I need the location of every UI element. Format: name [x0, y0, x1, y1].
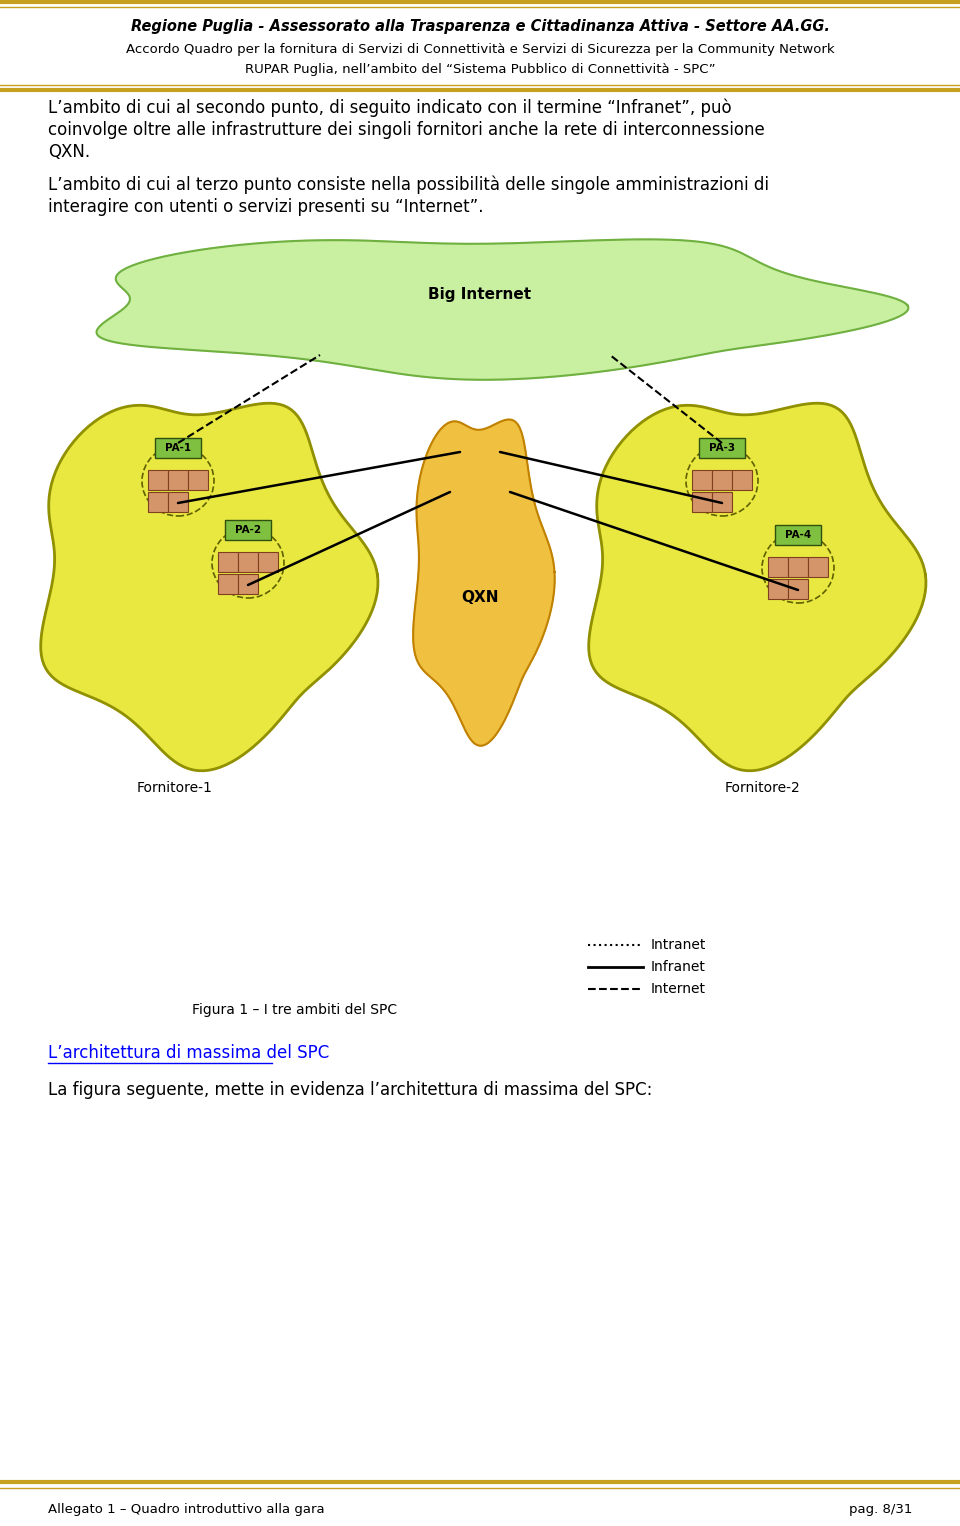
FancyBboxPatch shape [768, 557, 788, 577]
Text: Regione Puglia - Assessorato alla Trasparenza e Cittadinanza Attiva - Settore AA: Regione Puglia - Assessorato alla Traspa… [131, 20, 829, 35]
Text: RUPAR Puglia, nell’ambito del “Sistema Pubblico di Connettività - SPC”: RUPAR Puglia, nell’ambito del “Sistema P… [245, 63, 715, 75]
Text: Figura 1 – I tre ambiti del SPC: Figura 1 – I tre ambiti del SPC [192, 1003, 397, 1016]
FancyBboxPatch shape [808, 557, 828, 577]
FancyBboxPatch shape [775, 525, 821, 545]
Text: Infranet: Infranet [651, 960, 706, 974]
Text: Accordo Quadro per la fornitura di Servizi di Connettività e Servizi di Sicurezz: Accordo Quadro per la fornitura di Servi… [126, 44, 834, 56]
Text: PA-2: PA-2 [235, 525, 261, 536]
Polygon shape [40, 403, 378, 771]
Text: pag. 8/31: pag. 8/31 [849, 1503, 912, 1517]
Polygon shape [97, 240, 908, 380]
FancyBboxPatch shape [225, 520, 271, 540]
Text: Big Internet: Big Internet [428, 287, 532, 302]
FancyBboxPatch shape [258, 552, 278, 572]
FancyBboxPatch shape [699, 438, 745, 458]
FancyBboxPatch shape [788, 578, 808, 600]
Text: Internet: Internet [651, 983, 706, 996]
FancyBboxPatch shape [788, 557, 808, 577]
Text: PA-4: PA-4 [785, 530, 811, 540]
Polygon shape [588, 403, 926, 771]
Text: QXN.: QXN. [48, 143, 90, 162]
Text: L’architettura di massima del SPC: L’architettura di massima del SPC [48, 1044, 329, 1062]
Text: Fornitore-2: Fornitore-2 [725, 781, 801, 795]
Text: Intranet: Intranet [651, 938, 707, 952]
FancyBboxPatch shape [218, 574, 238, 594]
Text: interagire con utenti o servizi presenti su “Internet”.: interagire con utenti o servizi presenti… [48, 198, 484, 217]
FancyBboxPatch shape [148, 470, 168, 490]
Text: PA-1: PA-1 [165, 443, 191, 453]
Text: Allegato 1 – Quadro introduttivo alla gara: Allegato 1 – Quadro introduttivo alla ga… [48, 1503, 324, 1517]
FancyBboxPatch shape [238, 574, 258, 594]
Text: PA-3: PA-3 [708, 443, 735, 453]
FancyBboxPatch shape [692, 491, 712, 513]
FancyBboxPatch shape [732, 470, 752, 490]
Text: L’ambito di cui al terzo punto consiste nella possibilità delle singole amminist: L’ambito di cui al terzo punto consiste … [48, 175, 769, 194]
Text: La figura seguente, mette in evidenza l’architettura di massima del SPC:: La figura seguente, mette in evidenza l’… [48, 1080, 653, 1099]
Text: L’ambito di cui al secondo punto, di seguito indicato con il termine “Infranet”,: L’ambito di cui al secondo punto, di seg… [48, 99, 732, 118]
FancyBboxPatch shape [168, 470, 188, 490]
FancyBboxPatch shape [155, 438, 201, 458]
Text: coinvolge oltre alle infrastrutture dei singoli fornitori anche la rete di inter: coinvolge oltre alle infrastrutture dei … [48, 121, 765, 139]
FancyBboxPatch shape [712, 491, 732, 513]
FancyBboxPatch shape [238, 552, 258, 572]
FancyBboxPatch shape [712, 470, 732, 490]
FancyBboxPatch shape [768, 578, 788, 600]
FancyBboxPatch shape [218, 552, 238, 572]
FancyBboxPatch shape [188, 470, 208, 490]
Polygon shape [413, 420, 555, 746]
FancyBboxPatch shape [692, 470, 712, 490]
FancyBboxPatch shape [168, 491, 188, 513]
Text: QXN: QXN [461, 589, 499, 604]
Text: Fornitore-1: Fornitore-1 [137, 781, 213, 795]
FancyBboxPatch shape [148, 491, 168, 513]
